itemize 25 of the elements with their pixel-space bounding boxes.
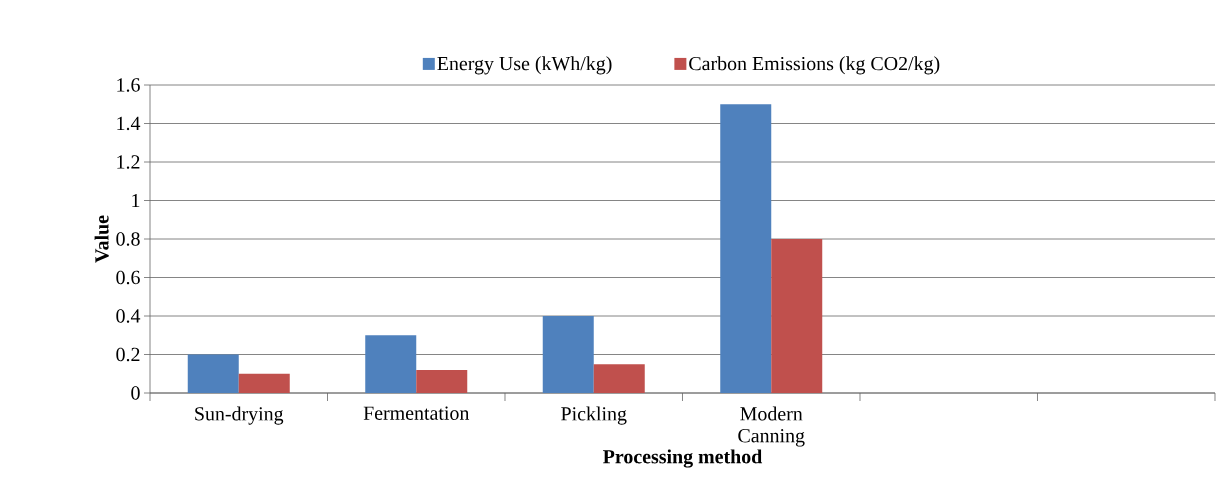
bar	[720, 104, 772, 393]
bar	[593, 364, 645, 393]
bar	[771, 239, 823, 393]
y-tick-label: 0	[131, 386, 140, 400]
y-tick-label: 0.2	[116, 347, 140, 362]
y-tick-label: 1	[132, 193, 140, 208]
x-tick-label: Modern Canning	[738, 406, 805, 447]
y-tick-label: 0.4	[116, 309, 141, 323]
legend-label: Carbon Emissions (kg CO2/kg)	[689, 56, 940, 75]
x-tick-label: Sun-drying	[195, 406, 284, 425]
bar	[365, 335, 417, 393]
bar	[542, 316, 594, 393]
y-tick-label: 0.8	[116, 232, 140, 246]
x-tick-label: Fermentation	[363, 406, 470, 420]
bar	[416, 369, 468, 393]
x-tick-label: Pickling	[561, 406, 627, 425]
bar	[187, 354, 239, 393]
legend-label: Energy Use (kWh/kg)	[437, 56, 612, 75]
y-tick-label: 0.6	[116, 270, 140, 285]
y-axis-title: Value	[94, 215, 109, 263]
y-tick-label: 1.4	[117, 116, 141, 131]
bar	[238, 373, 290, 393]
x-axis-title: Processing method	[603, 449, 763, 468]
y-tick-label: 1.2	[117, 155, 140, 169]
y-tick-label: 1.6	[117, 78, 140, 92]
